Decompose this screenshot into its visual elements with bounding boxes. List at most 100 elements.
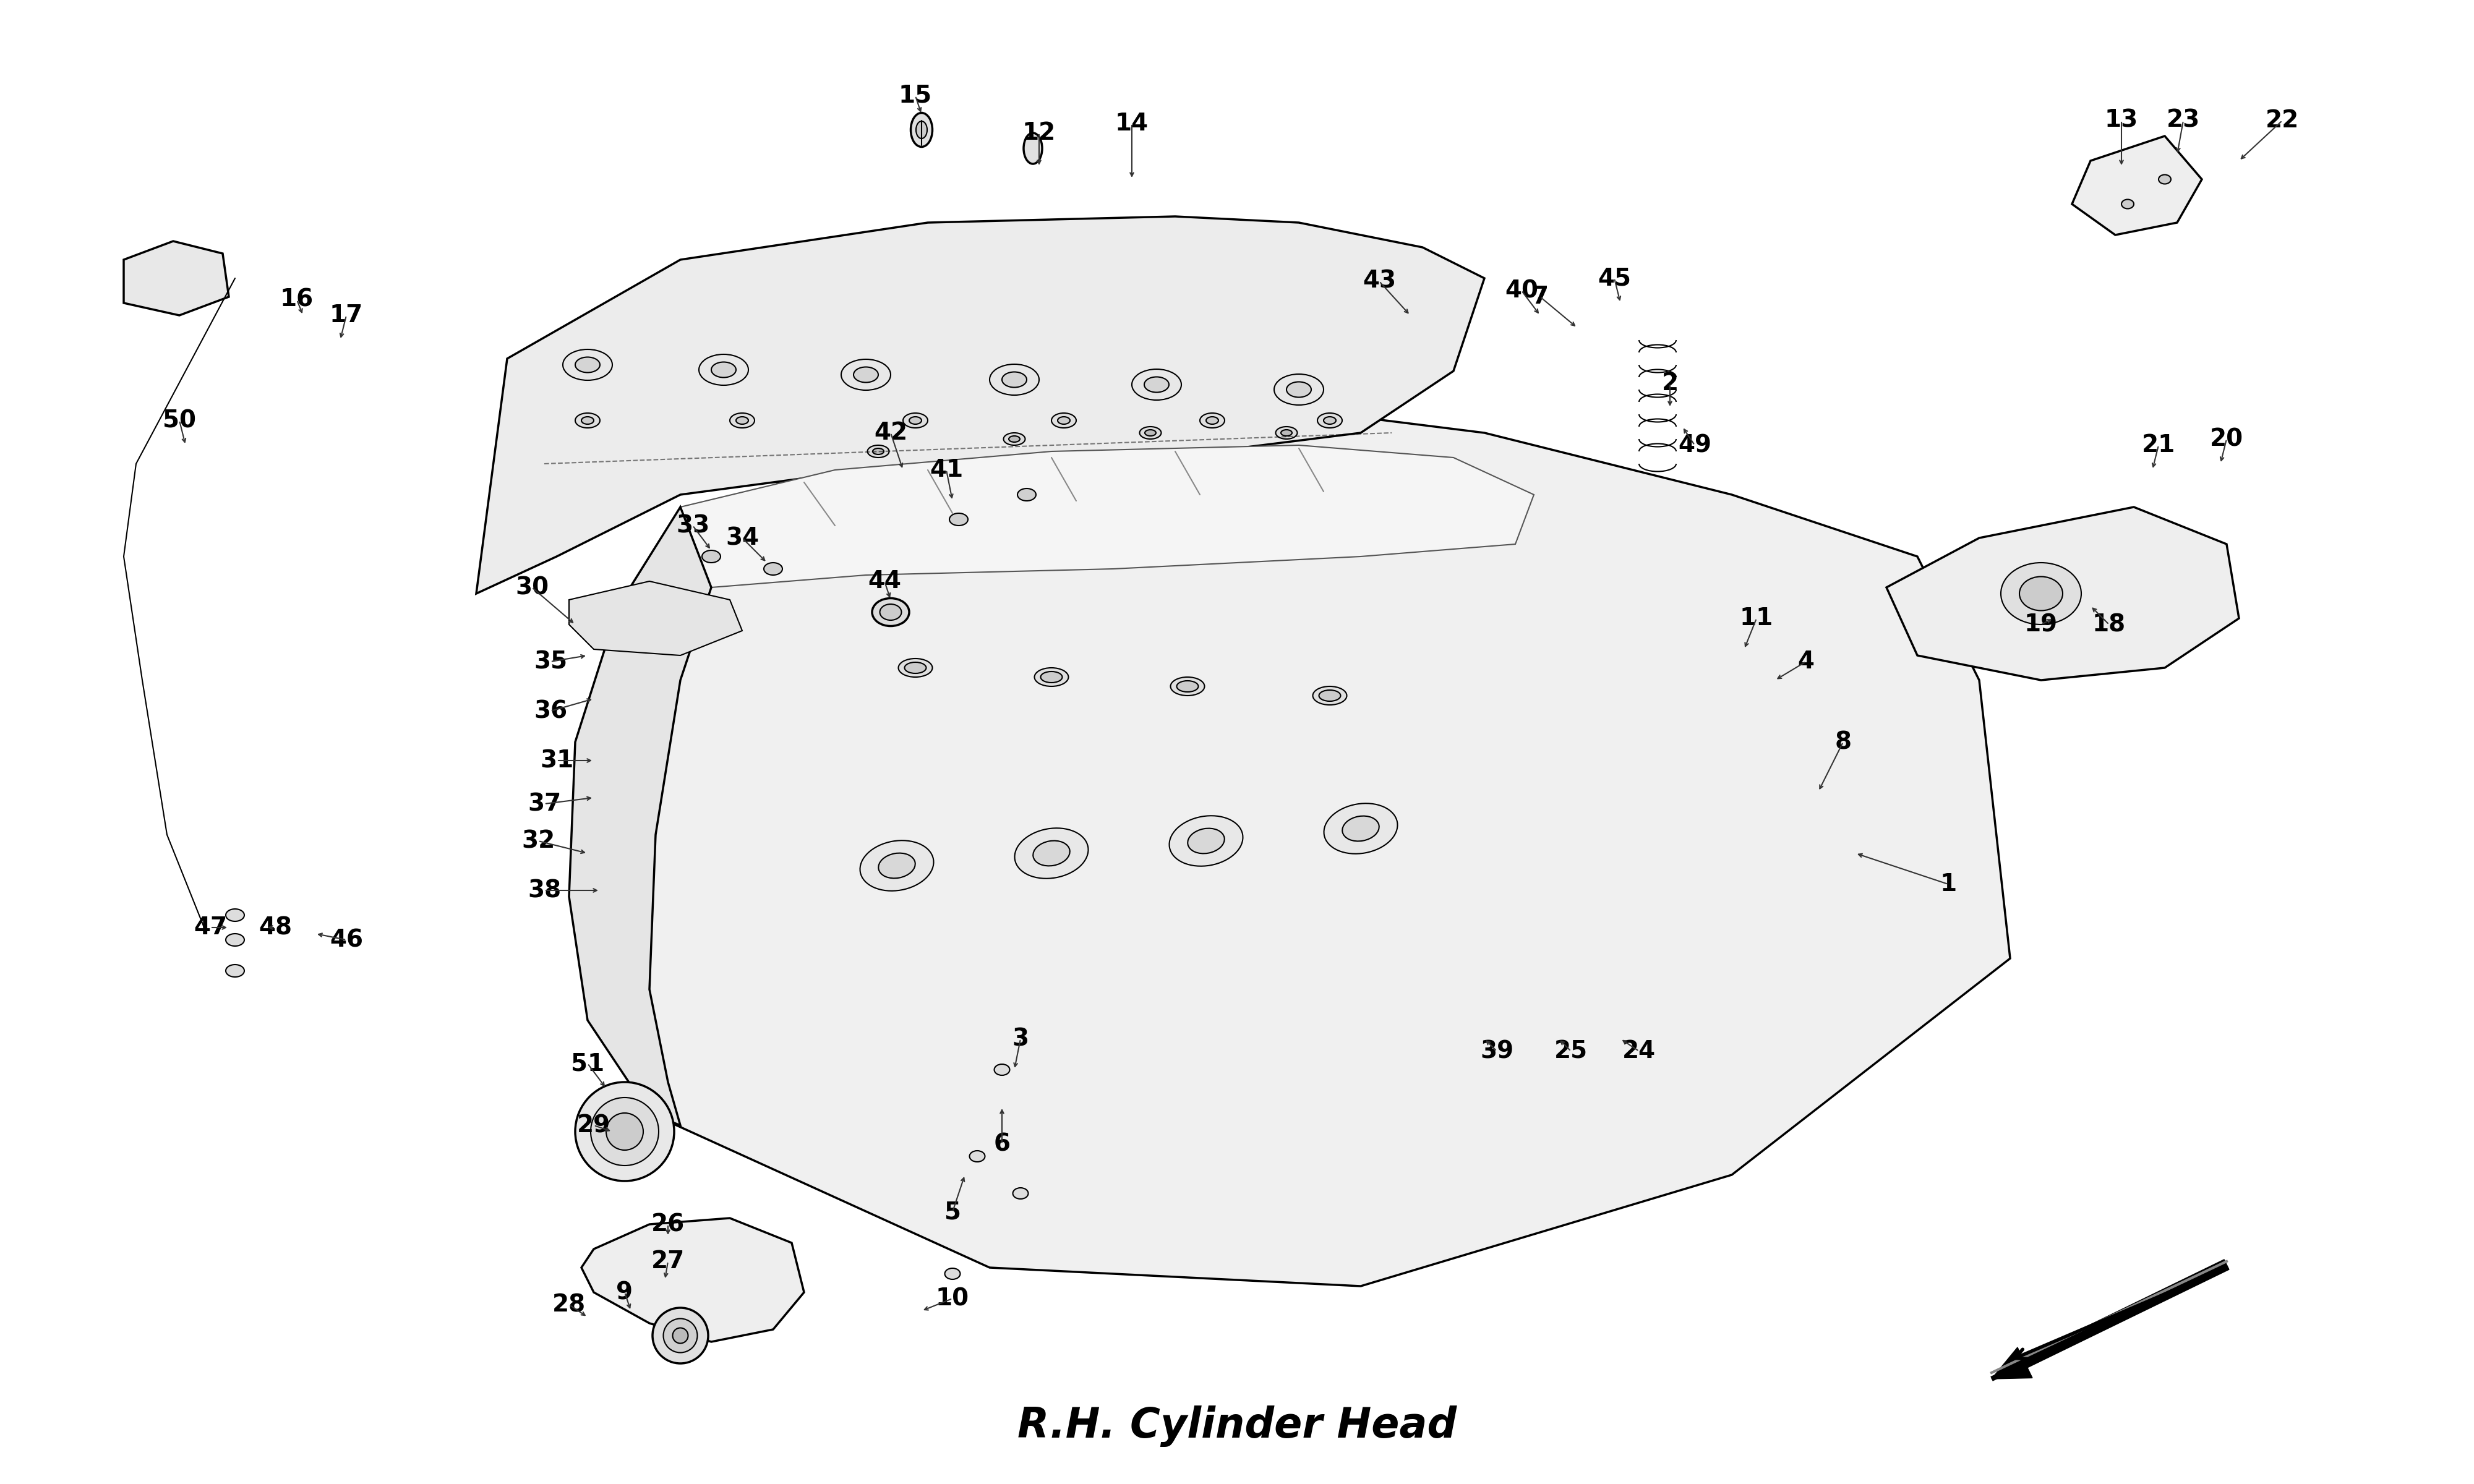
Text: 32: 32 [522,830,554,853]
Ellipse shape [653,1307,708,1364]
Ellipse shape [574,413,599,427]
Ellipse shape [1274,374,1324,405]
Text: 40: 40 [1504,279,1539,303]
Ellipse shape [854,367,878,383]
Polygon shape [680,445,1534,588]
Text: 18: 18 [2093,613,2125,637]
Text: 25: 25 [1554,1039,1588,1063]
Ellipse shape [564,349,614,380]
Text: 37: 37 [527,792,562,816]
Ellipse shape [910,113,933,147]
Text: 1: 1 [1940,873,1957,896]
Text: 36: 36 [534,699,567,723]
Ellipse shape [225,908,245,922]
Text: 34: 34 [725,527,760,549]
Ellipse shape [898,659,933,677]
Text: 20: 20 [2209,427,2244,451]
Text: 27: 27 [651,1250,685,1273]
Ellipse shape [737,417,747,424]
Text: 28: 28 [552,1293,586,1316]
Ellipse shape [910,417,920,424]
Ellipse shape [1170,677,1205,696]
Ellipse shape [878,853,915,879]
Text: 19: 19 [2024,613,2058,637]
Ellipse shape [945,1269,960,1279]
Ellipse shape [1170,816,1242,867]
Polygon shape [2073,137,2202,234]
Text: 5: 5 [945,1201,960,1224]
Ellipse shape [700,355,747,386]
Ellipse shape [1178,681,1197,692]
Polygon shape [569,582,742,656]
Text: 50: 50 [163,408,195,432]
Ellipse shape [606,1113,643,1150]
Text: 46: 46 [329,927,364,951]
Ellipse shape [1200,413,1225,427]
Polygon shape [1888,508,2239,680]
Ellipse shape [888,611,905,625]
Ellipse shape [1059,417,1069,424]
Text: 12: 12 [1022,122,1056,144]
Ellipse shape [950,513,967,525]
Ellipse shape [673,1328,688,1343]
Polygon shape [475,217,1484,594]
Text: 22: 22 [2266,108,2298,132]
Ellipse shape [861,840,933,890]
Ellipse shape [995,1064,1009,1076]
Text: 30: 30 [515,576,549,600]
Text: 29: 29 [576,1113,611,1137]
Ellipse shape [1188,828,1225,853]
Text: 3: 3 [1012,1027,1029,1051]
Ellipse shape [1316,413,1341,427]
Polygon shape [569,508,713,1125]
Ellipse shape [1042,671,1061,683]
Text: 24: 24 [1623,1039,1655,1063]
Text: 44: 44 [868,570,901,594]
Text: 49: 49 [1677,433,1712,457]
Ellipse shape [1051,413,1076,427]
Ellipse shape [903,413,928,427]
Ellipse shape [1024,134,1042,163]
Ellipse shape [225,965,245,976]
Ellipse shape [1133,370,1183,401]
Ellipse shape [841,359,891,390]
Ellipse shape [2157,175,2172,184]
Text: 31: 31 [539,749,574,772]
Ellipse shape [1034,841,1069,865]
Ellipse shape [2123,199,2133,209]
Ellipse shape [1277,427,1296,439]
Ellipse shape [1034,668,1069,686]
Text: 2: 2 [1663,371,1677,395]
Text: 38: 38 [527,879,562,902]
Text: 23: 23 [2167,108,2199,132]
Text: 11: 11 [1739,607,1774,631]
Ellipse shape [713,362,737,377]
Ellipse shape [1141,427,1160,439]
Text: 35: 35 [534,650,567,674]
Text: 51: 51 [571,1052,604,1076]
Polygon shape [124,240,228,315]
Ellipse shape [871,598,910,626]
Text: 39: 39 [1479,1039,1514,1063]
Ellipse shape [1017,488,1037,500]
Ellipse shape [581,417,594,424]
Text: 21: 21 [2142,433,2175,457]
Ellipse shape [703,551,720,562]
Text: 7: 7 [1531,285,1549,309]
Ellipse shape [1282,430,1291,436]
Text: 47: 47 [193,916,228,939]
Text: 16: 16 [280,288,314,312]
Ellipse shape [225,933,245,947]
Text: 4: 4 [1799,650,1813,674]
Ellipse shape [1324,417,1336,424]
Ellipse shape [574,358,599,372]
Text: 14: 14 [1116,111,1148,135]
Polygon shape [581,1218,804,1342]
Ellipse shape [1012,1187,1029,1199]
Text: 10: 10 [935,1287,970,1310]
Ellipse shape [873,448,883,454]
Text: 42: 42 [873,421,908,445]
Text: 15: 15 [898,85,933,107]
Ellipse shape [1002,372,1027,387]
Ellipse shape [990,364,1039,395]
